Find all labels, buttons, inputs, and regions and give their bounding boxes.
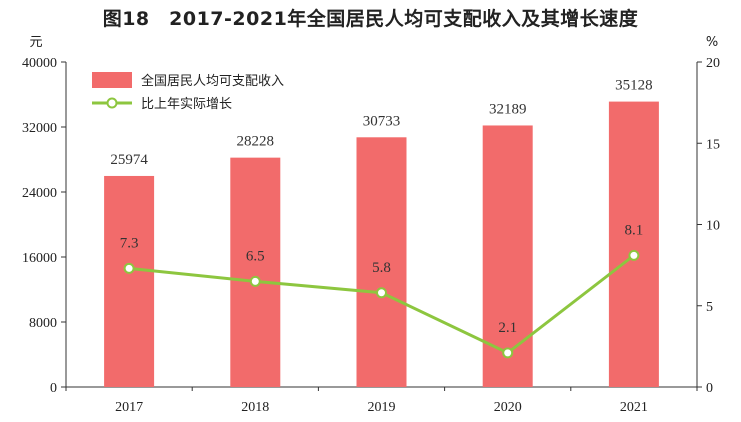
line-series: 7.3 6.5 5.8 2.1 8.1 xyxy=(120,222,644,359)
line-point xyxy=(249,275,261,287)
bar xyxy=(104,175,155,387)
bar xyxy=(356,137,407,387)
right-tick-label: 20 xyxy=(706,56,720,71)
bar-value-label: 35128 xyxy=(615,78,653,94)
bar-series: 25974 28228 30733 32189 35128 xyxy=(104,78,659,388)
right-tick-label: 15 xyxy=(706,137,720,152)
x-tick-label: 2018 xyxy=(241,400,269,415)
line-value-label: 6.5 xyxy=(246,248,265,264)
axes: 0 8000 16000 24000 32000 40000 0 5 10 15 20 元 % 2017 2… xyxy=(22,35,720,415)
legend-bar-label: 全国居民人均可支配收入 xyxy=(141,73,284,89)
bar-value-label: 28228 xyxy=(237,134,275,150)
left-tick-label: 40000 xyxy=(22,56,57,71)
left-tick-label: 32000 xyxy=(22,121,57,136)
legend-bar-swatch xyxy=(92,72,132,88)
line-point xyxy=(376,287,387,299)
bar xyxy=(230,157,281,387)
right-tick-label: 5 xyxy=(706,300,713,315)
chart-title: 图18 2017-2021年全国居民人均可支配收入及其增长速度 xyxy=(102,8,639,30)
legend-line-label: 比上年实际增长 xyxy=(141,97,232,112)
right-axis-unit: % xyxy=(706,35,718,50)
x-tick-label: 2017 xyxy=(115,400,143,415)
left-tick-label: 24000 xyxy=(22,186,57,201)
left-tick-label: 0 xyxy=(50,381,57,396)
x-tick-label: 2020 xyxy=(494,400,522,415)
bar-value-label: 30733 xyxy=(363,113,401,129)
x-tick-label: 2021 xyxy=(620,400,648,415)
right-tick-label: 10 xyxy=(706,219,720,234)
line-value-label: 2.1 xyxy=(498,320,517,336)
left-tick-label: 8000 xyxy=(29,316,57,331)
bar-value-label: 32189 xyxy=(489,101,527,117)
bar-value-label: 25974 xyxy=(110,152,148,168)
line-point xyxy=(502,347,514,359)
left-tick-label: 16000 xyxy=(22,251,57,266)
x-tick-label: 2019 xyxy=(368,400,396,415)
bar xyxy=(608,101,659,388)
right-tick-label: 0 xyxy=(706,381,713,396)
line-value-label: 5.8 xyxy=(372,260,391,276)
legend-line-marker xyxy=(106,97,118,109)
line-value-label: 8.1 xyxy=(625,222,644,238)
left-axis-unit: 元 xyxy=(29,35,42,50)
line-point xyxy=(628,249,640,261)
line-point xyxy=(123,262,135,274)
line-value-label: 7.3 xyxy=(120,235,139,251)
